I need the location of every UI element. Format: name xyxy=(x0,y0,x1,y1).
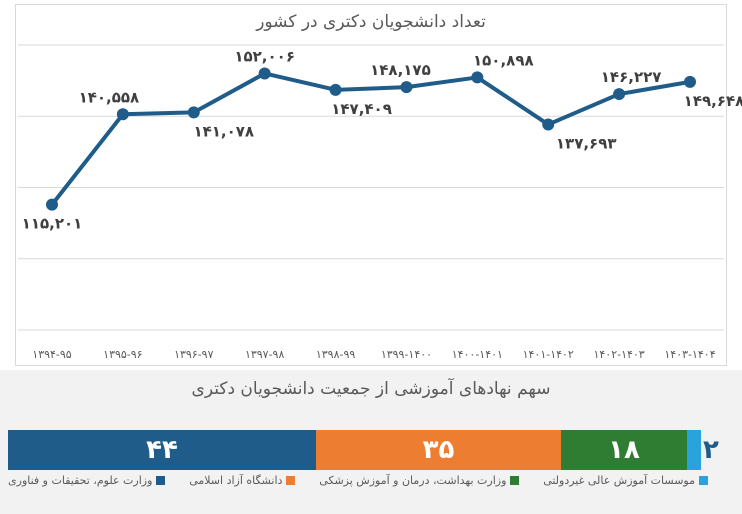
stacked-bar-title: سهم نهادهای آموزشی از جمعیت دانشجویان دک… xyxy=(191,379,551,399)
legend-label: وزارت بهداشت، درمان و آموزش پزشکی xyxy=(319,474,507,487)
legend-item: موسسات آموزش عالی غیردولتی xyxy=(543,474,708,487)
x-tick-label: ۱۴۰۲-۱۴۰۳ xyxy=(593,348,644,361)
line-chart-title: تعداد دانشجویان دکتری در کشور xyxy=(256,12,486,32)
bar-segment: ۳۵ xyxy=(316,430,561,470)
legend-item: دانشگاه آزاد اسلامی xyxy=(189,474,296,487)
bar-segment-label: ۴۴ xyxy=(146,435,178,465)
data-label: ۱۵۰,۸۹۸ xyxy=(473,51,534,69)
data-point xyxy=(542,118,555,131)
data-label: ۱۴۶,۲۲۷ xyxy=(601,68,662,86)
stacked-bar: ۴۴ ۳۵ ۱۸ xyxy=(8,430,708,470)
legend-swatch xyxy=(286,476,296,485)
x-tick-label: ۱۴۰۰-۱۴۰۱ xyxy=(452,348,503,361)
bar-segment-label: ۳۵ xyxy=(422,435,455,465)
bar-segment xyxy=(687,430,701,470)
x-tick-label: ۱۳۹۹-۱۴۰۰ xyxy=(381,348,432,361)
data-point xyxy=(116,108,129,121)
bar-segment-label: ۲ xyxy=(703,435,719,465)
line-chart-panel xyxy=(15,4,727,366)
data-point xyxy=(46,198,58,211)
legend-item: وزارت علوم، تحقیقات و فناوری xyxy=(8,474,166,487)
legend-label: موسسات آموزش عالی غیردولتی xyxy=(543,474,695,487)
data-label: ۱۴۷,۴۰۹ xyxy=(331,100,392,118)
data-label: ۱۵۲,۰۰۶ xyxy=(234,47,295,65)
data-point xyxy=(187,106,200,119)
legend-label: دانشگاه آزاد اسلامی xyxy=(189,474,283,487)
x-tick-label: ۱۳۹۴-۹۵ xyxy=(32,348,72,361)
data-point xyxy=(684,75,696,88)
data-point xyxy=(471,71,484,84)
x-tick-label: ۱۳۹۶-۹۷ xyxy=(174,348,214,361)
legend-swatch xyxy=(510,476,520,485)
x-tick-label: ۱۳۹۸-۹۹ xyxy=(316,348,356,361)
data-point xyxy=(400,81,413,94)
data-label: ۱۴۱,۰۷۸ xyxy=(193,122,254,140)
x-tick-label: ۱۴۰۳-۱۴۰۴ xyxy=(664,348,715,361)
bar-segment-label: ۱۸ xyxy=(608,435,640,465)
x-tick-label: ۱۴۰۱-۱۴۰۲ xyxy=(523,348,574,361)
data-label: ۱۴۰,۵۵۸ xyxy=(79,88,140,106)
bar-segment: ۴۴ xyxy=(8,430,316,470)
data-point xyxy=(613,88,626,101)
x-tick-label: ۱۳۹۵-۹۶ xyxy=(103,348,142,361)
legend-swatch xyxy=(699,476,708,485)
bar-segment: ۱۸ xyxy=(561,430,687,470)
data-point xyxy=(329,83,342,96)
stacked-bar-legend: وزارت علوم، تحقیقات و فناوری دانشگاه آزاد… xyxy=(8,474,708,487)
line-chart: ۱۱۵,۲۰۱ ۱۳۹۴-۹۵ ۱۴۰,۵۵۸ ۱۳۹۵-۹۶ ۱۴۱,۰۷۸ ۱۳۹۶-… xyxy=(18,44,742,361)
legend-label: وزارت علوم، تحقیقات و فناوری xyxy=(8,474,153,487)
x-tick-label: ۱۳۹۷-۹۸ xyxy=(245,348,285,361)
data-label: ۱۴۸,۱۷۵ xyxy=(370,61,431,79)
series-line xyxy=(50,71,691,206)
legend-item: وزارت بهداشت، درمان و آموزش پزشکی xyxy=(319,474,520,487)
data-label: ۱۳۷,۶۹۳ xyxy=(556,134,617,152)
data-label: ۱۱۵,۲۰۱ xyxy=(22,215,83,233)
data-point xyxy=(258,67,271,80)
legend-swatch xyxy=(156,476,166,485)
data-label: ۱۴۹,۶۴۸ xyxy=(684,92,742,110)
